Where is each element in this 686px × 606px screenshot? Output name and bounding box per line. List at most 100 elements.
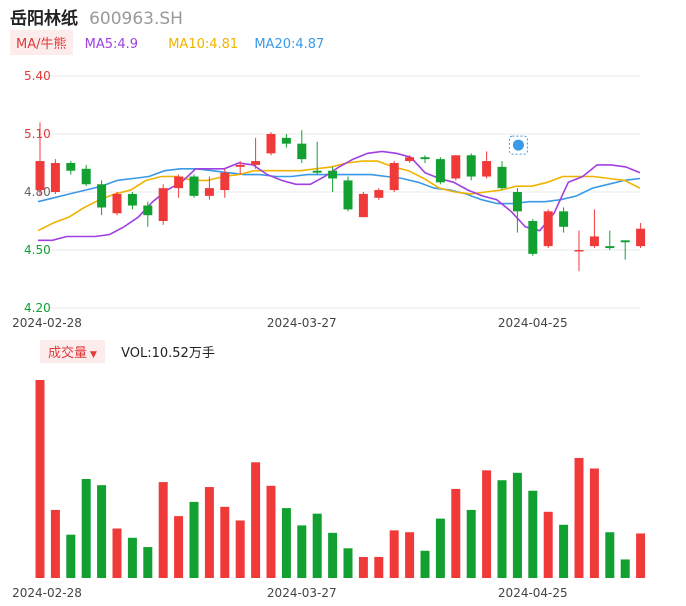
volume-bar xyxy=(482,470,492,578)
volume-bar xyxy=(97,485,107,578)
price-date-label: 2024-04-25 xyxy=(498,316,568,330)
candle-body xyxy=(158,188,168,221)
candle-body xyxy=(466,155,476,177)
candle-body xyxy=(266,134,276,154)
candle-body xyxy=(174,176,184,189)
event-marker-icon xyxy=(512,139,524,151)
volume-bar xyxy=(528,490,538,578)
candle-body xyxy=(235,164,245,167)
volume-bar xyxy=(343,548,353,578)
volume-bar xyxy=(497,480,507,578)
candle-body xyxy=(312,170,322,173)
volume-bar xyxy=(127,537,137,578)
candle-body xyxy=(251,161,261,165)
candle-body xyxy=(374,190,384,198)
candle-body xyxy=(358,193,368,218)
price-date-label: 2024-02-28 xyxy=(12,316,82,330)
candle-body xyxy=(97,184,107,208)
candle-body xyxy=(112,193,122,214)
volume-bar xyxy=(512,472,522,578)
volume-bar xyxy=(50,509,60,578)
volume-bar xyxy=(328,532,338,578)
volume-bar xyxy=(405,532,415,578)
volume-bar xyxy=(158,482,168,578)
volume-bar xyxy=(204,487,214,578)
ma5-line xyxy=(38,150,641,242)
candle-body xyxy=(482,161,492,177)
ma20-line xyxy=(37,168,641,205)
volume-bar xyxy=(143,547,153,578)
candle-body xyxy=(405,157,415,162)
stock-code: 600963.SH xyxy=(89,9,183,29)
ma-indicator-tag[interactable]: MA/牛熊 xyxy=(10,30,73,55)
ma-legend: MA/牛熊 MA5:4.9 MA10:4.81 MA20:4.87 xyxy=(10,30,325,55)
candle-body xyxy=(189,176,199,196)
candle-body xyxy=(143,205,153,216)
price-date-label: 2024-03-27 xyxy=(267,316,337,330)
volume-bar xyxy=(189,501,199,578)
volume-date-label: 2024-03-27 xyxy=(267,586,337,600)
volume-bar xyxy=(620,559,630,578)
volume-bar xyxy=(636,533,646,578)
candle-body xyxy=(589,236,599,247)
volume-bar xyxy=(266,485,276,578)
volume-bar xyxy=(297,525,307,578)
candle-body xyxy=(297,143,307,160)
candle-body xyxy=(66,163,76,171)
volume-bar xyxy=(589,468,599,578)
volume-bar xyxy=(451,488,461,578)
candle-body xyxy=(420,157,430,160)
volume-bar xyxy=(358,556,368,578)
candle-body xyxy=(559,211,569,227)
candle-body xyxy=(50,163,60,192)
candle-body xyxy=(220,172,230,191)
event-marker-frame xyxy=(508,135,528,155)
volume-value: VOL:10.52万手 xyxy=(121,346,215,361)
volume-bar xyxy=(251,462,261,578)
candle-body xyxy=(528,221,538,254)
candle-body xyxy=(35,161,45,191)
volume-bar xyxy=(235,520,245,578)
candle-body xyxy=(605,246,615,249)
volume-date-label: 2024-04-25 xyxy=(498,586,568,600)
price-tick-label: 4.20 xyxy=(24,301,51,315)
candle-body xyxy=(328,170,338,179)
volume-bar xyxy=(466,509,476,578)
volume-tag-label: 成交量 xyxy=(48,346,88,361)
volume-date-label: 2024-02-28 xyxy=(12,586,82,600)
volume-bar xyxy=(435,518,445,578)
volume-bar xyxy=(420,550,430,578)
ma10-label: MA10:4.81 xyxy=(168,37,239,52)
price-tick-label: 5.40 xyxy=(24,69,51,83)
candle-body xyxy=(389,163,399,191)
candle-body xyxy=(512,192,522,212)
volume-bar xyxy=(35,380,45,578)
volume-bar xyxy=(374,556,384,578)
stock-name: 岳阳林纸 xyxy=(10,9,78,29)
volume-bar xyxy=(574,457,584,578)
volume-bar xyxy=(112,528,122,578)
volume-bar xyxy=(220,506,230,578)
volume-legend: 成交量 ▼ VOL:10.52万手 xyxy=(40,340,215,363)
volume-bar xyxy=(543,511,553,578)
price-tick-label: 4.50 xyxy=(24,243,51,257)
candle-body xyxy=(204,188,214,196)
candle-body xyxy=(497,166,507,189)
volume-bar xyxy=(174,516,184,578)
volume-bar xyxy=(66,534,76,578)
candle-body xyxy=(636,228,646,247)
ma5-label: MA5:4.9 xyxy=(84,37,139,52)
candle-body xyxy=(451,155,461,179)
candle-body xyxy=(574,250,584,252)
candle-body xyxy=(281,137,291,144)
ma20-label: MA20:4.87 xyxy=(254,37,325,52)
volume-indicator-tag[interactable]: 成交量 ▼ xyxy=(40,340,105,363)
candle-body xyxy=(543,211,553,247)
candle-body xyxy=(127,193,137,206)
candle-body xyxy=(435,159,445,183)
candle-body xyxy=(343,180,353,210)
price-tick-label: 5.10 xyxy=(24,127,51,141)
candle-body xyxy=(81,168,91,185)
volume-bar xyxy=(81,479,91,578)
